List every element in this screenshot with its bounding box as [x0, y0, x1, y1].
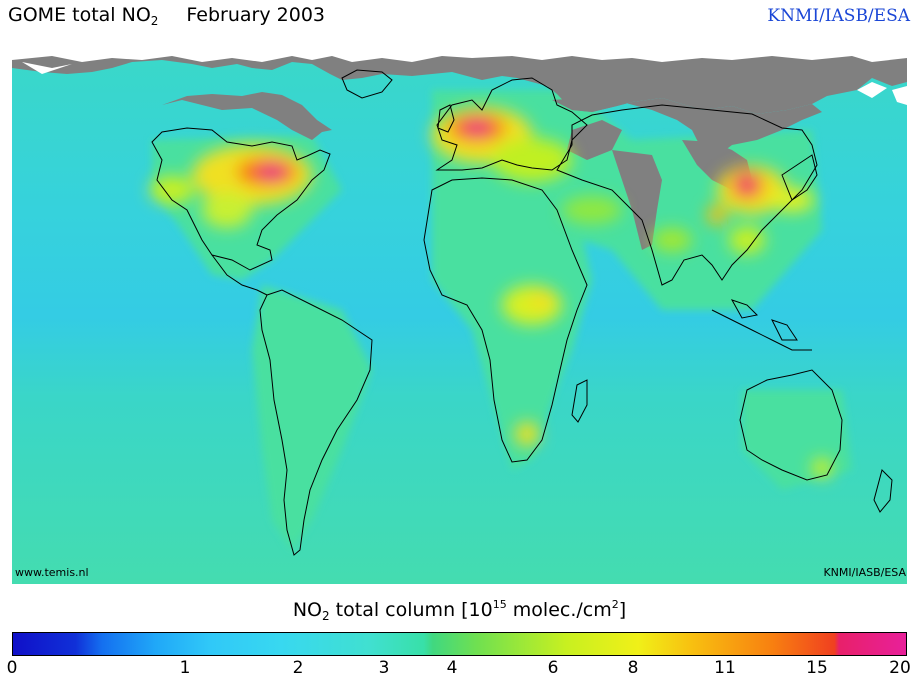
color-scale-bar: [12, 632, 907, 656]
no2-hotspots: [150, 107, 832, 478]
tick-6: 8: [627, 658, 639, 678]
no-data-regions: [12, 50, 907, 250]
world-map: [12, 50, 907, 584]
tick-7: 11: [714, 658, 736, 678]
tick-1: 1: [179, 658, 191, 678]
tick-9: 20: [889, 658, 911, 678]
tick-8: 15: [806, 658, 828, 678]
map-title: GOME total NO2 February 2003: [8, 4, 325, 28]
tick-4: 4: [446, 658, 458, 678]
title-subscript: 2: [150, 14, 159, 28]
tick-5: 6: [547, 658, 559, 678]
title-date: February 2003: [186, 4, 326, 26]
legend-label-sub: 2: [322, 609, 330, 623]
credit-label: KNMI/IASB/ESA: [767, 6, 910, 26]
tick-3: 3: [378, 658, 390, 678]
polar-ice: [12, 50, 907, 105]
legend-label-units: molec./cm: [506, 599, 612, 621]
legend-label-sup2: 2: [611, 598, 619, 611]
coastlines: [151, 69, 893, 556]
watermark-right: KNMI/IASB/ESA: [823, 566, 906, 579]
legend-label-mid: total column [10: [329, 599, 493, 621]
legend-label-exponent: 15: [492, 598, 507, 611]
watermark-left: www.temis.nl: [15, 566, 89, 579]
legend-title: NO2 total column [1015 molec./cm2]: [0, 598, 919, 623]
legend-label-end: ]: [618, 599, 627, 621]
title-text: GOME total NO: [8, 4, 151, 26]
legend-label-pre: NO: [292, 599, 322, 621]
tick-0: 0: [6, 658, 18, 678]
tick-2: 2: [292, 658, 304, 678]
